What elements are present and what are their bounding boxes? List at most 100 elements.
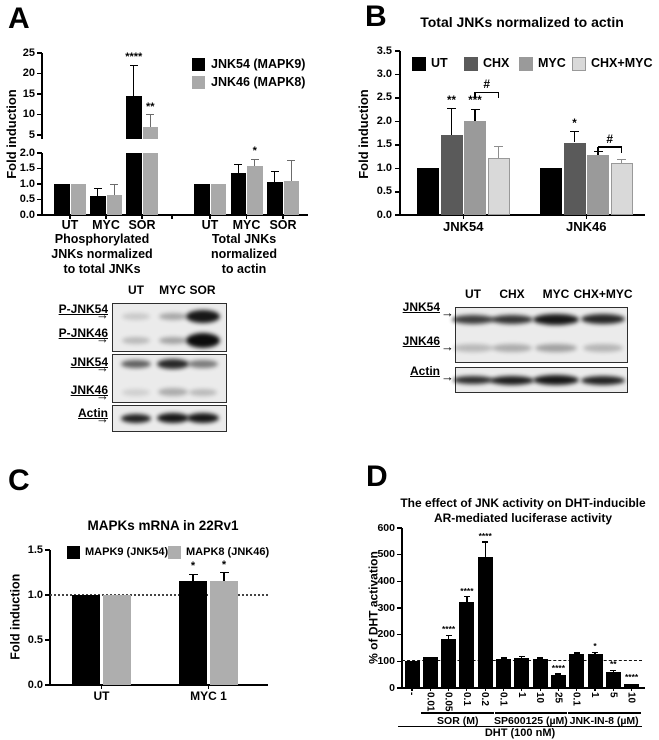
b-err-JNK46-s3-line [620, 159, 623, 163]
d-ytick-400 [397, 580, 402, 583]
d-bar-9 [569, 654, 585, 688]
b-bracket-JNK46 [598, 146, 622, 148]
a-loticklabel-2.0: 2.0 [19, 146, 35, 159]
c-yaxis [49, 550, 51, 686]
c-ytick-1.0 [45, 594, 50, 596]
b-bracket-label-JNK46: # [606, 132, 614, 147]
panel-b-label: B [365, 0, 387, 33]
c-legend-swatch-1 [168, 546, 181, 559]
d-yticklabel-100: 100 [377, 655, 395, 668]
a-uptick-20 [36, 72, 42, 75]
b-yticklabel-0.0: 0.0 [376, 208, 392, 221]
d-xaxis-label-6: 1 [515, 691, 527, 698]
a-upticklabel-15: 15 [22, 87, 35, 100]
a-loticklabel-0.0: 0.0 [19, 208, 35, 221]
b-legend-label-2: MYC [538, 56, 566, 70]
d-xaxis-label-11: 5 [607, 691, 619, 698]
a-bar-0-SOR-s0-err-cap [129, 64, 138, 66]
blot-b-band-Actin-3 [581, 375, 625, 385]
b-ytick-1.5 [394, 144, 400, 146]
b-bar-JNK46-s0 [540, 168, 562, 216]
blot-a-band-JNK46-0 [122, 388, 150, 396]
b-legend-swatch-2 [519, 57, 533, 71]
d-err-10-line [594, 652, 596, 655]
a-xtick-1-UT [209, 215, 211, 220]
a-bar-1-MYC-s1-err-cap [250, 158, 259, 160]
b-ytick-2.0 [394, 120, 400, 123]
blot-a-row-arrow-JNK54: → [96, 360, 109, 375]
blot-b-band-JNK54-0 [452, 314, 494, 324]
a-xtick-mid [171, 215, 173, 220]
blot-a-row-label-JNK54: JNK54 [70, 355, 108, 369]
b-bracket-leg1-JNK46 [597, 147, 599, 154]
b-legend-label-1: CHX [483, 56, 510, 70]
b-bar-JNK46-s2 [587, 155, 609, 216]
d-sig-2: **** [441, 624, 456, 635]
a-bar-1-SOR-s1-lower [283, 180, 299, 215]
d-err-3-line [466, 596, 468, 603]
b-bar-JNK46-s3 [610, 162, 633, 216]
b-legend-swatch-1 [464, 57, 478, 71]
a-lotick-0.5 [36, 198, 42, 201]
d-xaxis-label-2: 0.05 [442, 691, 454, 711]
b-legend-swatch-3 [572, 57, 586, 71]
d-treatment-line-1 [494, 712, 568, 714]
a-bar-0-MYC-s0-err-line [97, 188, 99, 197]
a-xaxis-label-1-UT: UT [201, 218, 219, 232]
a-bar-0-SOR-s1-upper [142, 126, 158, 139]
a-bar-1-MYC-s1-lower [247, 166, 263, 215]
b-err-JNK54-s1-line [450, 108, 453, 135]
d-xtick-1 [429, 688, 431, 691]
blot-a-row-arrow-JNK46: → [96, 388, 109, 403]
blot-a-row-label-JNK46: JNK46 [70, 383, 108, 397]
a-loticklabel-0.5: 0.5 [19, 193, 35, 205]
d-xtick-2 [448, 688, 450, 691]
d-bar-5 [496, 659, 511, 688]
a-lotick-2.0 [36, 152, 42, 154]
blot-b-band-JNK46-3 [583, 344, 623, 352]
b-yticklabel-1.0: 1.0 [376, 161, 392, 174]
a-xaxis-label-0-MYC: MYC [92, 218, 120, 232]
a-bar-1-SOR-s1-err-cap [287, 160, 296, 162]
b-bracket-leg1-JNK54 [474, 92, 476, 99]
c-reference-line [50, 594, 268, 596]
a-upticklabel-10: 10 [22, 108, 35, 120]
b-yticklabel-1.5: 1.5 [376, 138, 392, 151]
blot-b-row-arrow-Actin: → [441, 369, 454, 384]
d-bar-0 [404, 661, 420, 688]
d-yticklabel-300: 300 [377, 601, 395, 614]
b-bracket-label-JNK54: # [483, 77, 491, 92]
d-ytick-600 [397, 527, 402, 529]
b-bar-JNK54-s0 [417, 168, 439, 216]
d-base-treatment-line [398, 725, 642, 728]
d-yticklabel-0: 0 [389, 681, 395, 694]
d-treatment-line-2 [567, 712, 641, 714]
a-legend-label-0: JNK54 (MAPK9) [211, 57, 306, 71]
d-bar-11 [605, 672, 621, 688]
a-bar-0-SOR-s0-err-line [133, 65, 135, 97]
d-xaxis-label-12: 10 [625, 691, 637, 703]
d-xtick-11 [612, 688, 614, 691]
d-err-2-line [447, 635, 450, 639]
blot-b-band-JNK54-3 [581, 314, 625, 324]
c-ytick-0.5 [45, 639, 50, 641]
b-ytick-2.5 [394, 97, 400, 99]
a-legend-label-1: JNK46 (MAPK8) [211, 75, 306, 89]
b-err-JNK54-s2-cap [470, 108, 480, 110]
d-xaxis-label-7: 10 [534, 691, 546, 703]
d-treatment-line-0 [421, 712, 495, 714]
b-err-JNK54-s1-cap [447, 108, 456, 110]
b-xaxis-label-JNK46: JNK46 [566, 219, 607, 234]
a-bar-1-MYC-s0-lower [230, 172, 246, 215]
b-yticklabel-2.0: 2.0 [376, 114, 392, 127]
d-err-3-cap [463, 596, 470, 598]
d-xtick-5 [502, 688, 505, 691]
d-xtick-12 [631, 688, 633, 691]
d-xaxis-label-4: 0.2 [479, 691, 491, 706]
d-ytick-300 [397, 607, 402, 609]
a-bar-1-UT-s0-lower [194, 184, 210, 215]
d-sig-12: **** [624, 671, 639, 682]
d-err-8-cap [555, 673, 562, 675]
d-err-10-cap [592, 651, 598, 653]
a-bar-0-MYC-s1-err-line [113, 184, 115, 195]
